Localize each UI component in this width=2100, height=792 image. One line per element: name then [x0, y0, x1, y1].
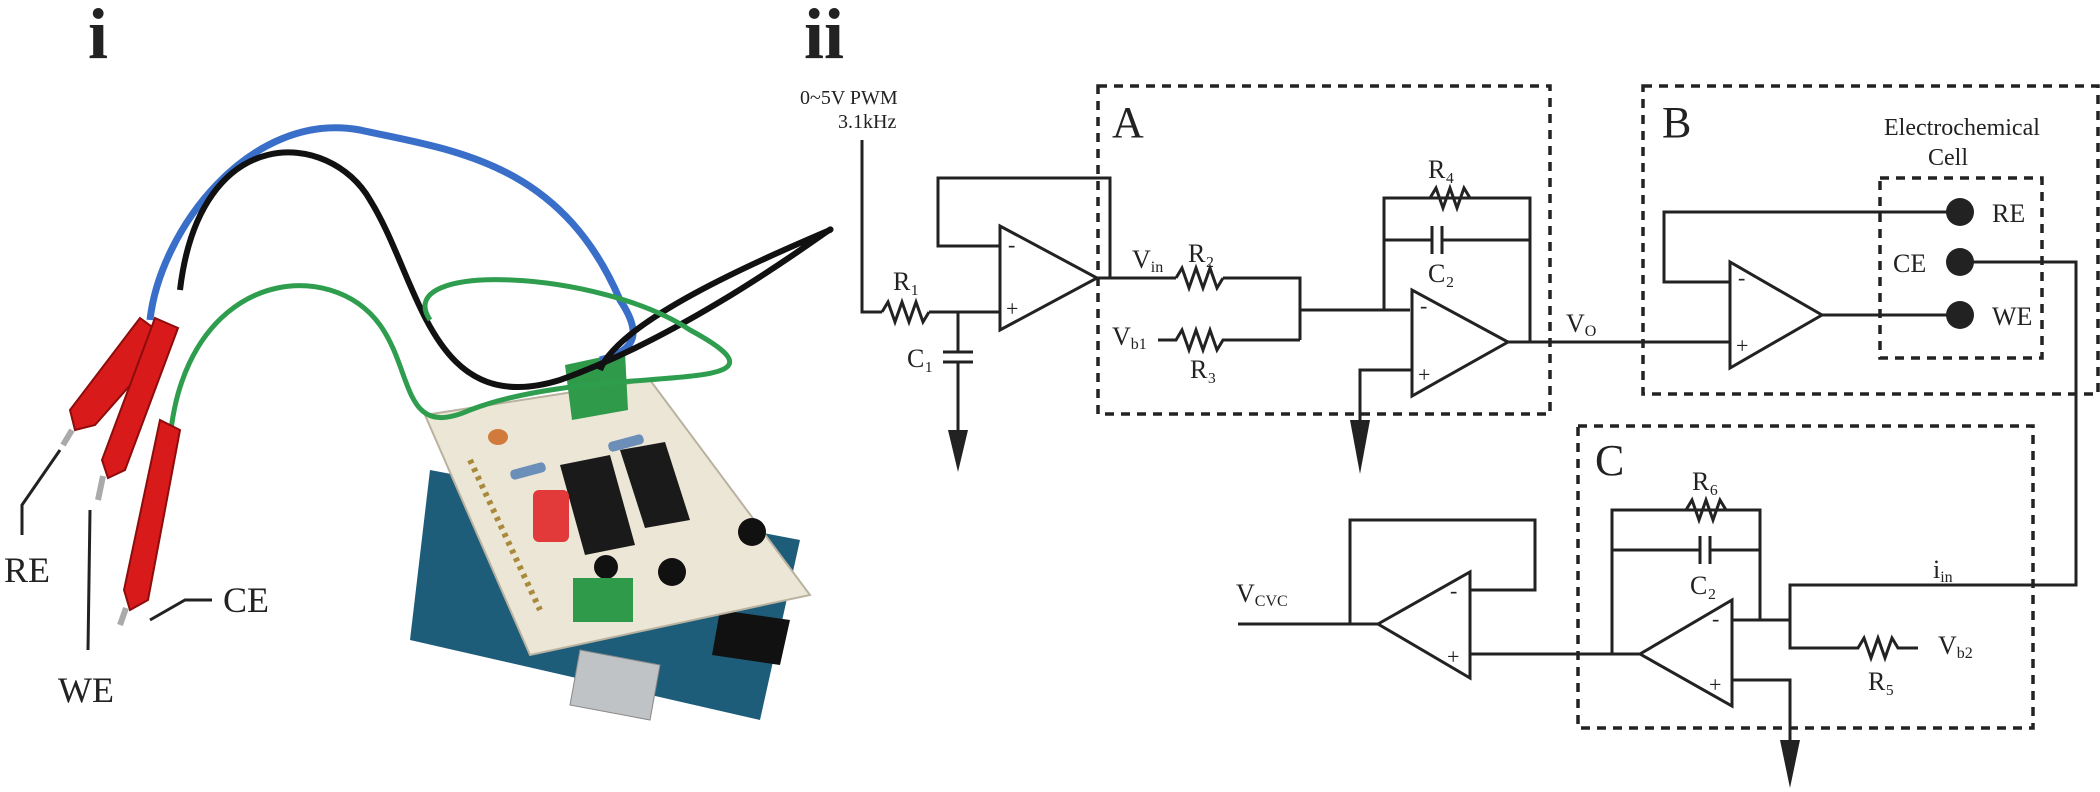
- label-r1: R₁: [893, 267, 919, 296]
- panel-label-i: i: [88, 0, 108, 74]
- label-vcvc: VCVC: [1236, 579, 1288, 610]
- blue-wire: [146, 124, 637, 364]
- clip-ce: [117, 418, 182, 626]
- opamp2-plus: +: [1418, 362, 1430, 387]
- regulator-1: [658, 558, 686, 586]
- ic-chip-1: [560, 455, 635, 555]
- label-r5: R₅: [1868, 667, 1894, 696]
- opamp4-feedback: [1348, 518, 1537, 624]
- ceramic-cap: [488, 429, 508, 445]
- wire-opamp2-ground: [1358, 368, 1412, 420]
- label-vo: VO: [1566, 309, 1596, 340]
- regulator-3: [594, 555, 618, 579]
- label-c2-top: C₂: [1428, 259, 1454, 288]
- opamp5-minus: -: [1712, 606, 1719, 631]
- photo-label-we: WE: [58, 670, 114, 710]
- electrode-label-ce: CE: [1893, 249, 1926, 278]
- black-wire: [177, 149, 834, 390]
- block-b-outline: [1641, 84, 2100, 396]
- opamp2-feedback-r: [1382, 196, 1532, 342]
- label-vin: Vin: [1132, 245, 1163, 276]
- terminal-block-bottom: [573, 578, 633, 622]
- opamp4-plus: +: [1447, 644, 1459, 669]
- red-capacitor: [533, 490, 569, 542]
- block-a-label: A: [1112, 98, 1144, 147]
- label-c1: C₁: [907, 344, 933, 373]
- header-pins: [467, 458, 543, 612]
- photo-panel: i: [4, 0, 834, 721]
- electrode-label-re: RE: [1992, 199, 2025, 228]
- ground-arrow-3: [1780, 740, 1800, 788]
- block-c-label: C: [1595, 436, 1624, 485]
- wire-r2-node: [1223, 276, 1302, 340]
- label-vb2: Vb2: [1938, 631, 1973, 662]
- opamp3-plus: +: [1736, 333, 1748, 358]
- label-vb1: Vb1: [1112, 322, 1147, 353]
- re-callout-line: [20, 449, 62, 535]
- ground-arrow-2: [1350, 420, 1370, 474]
- electrode-we: [1946, 301, 1974, 329]
- resistor-r3: [1158, 325, 1300, 355]
- opamp-summing: [1410, 287, 1512, 399]
- usb-port: [569, 649, 661, 721]
- photo-label-re: RE: [4, 550, 50, 590]
- label-iin: iin: [1933, 555, 1953, 586]
- pwm-input-wire: [860, 140, 882, 314]
- label-c2-bottom: C₂: [1690, 571, 1716, 600]
- schematic-panel: ii 0~5V PWM 3.1kHz A B Electrochemical C…: [800, 0, 2100, 788]
- opamp1-minus: -: [1008, 232, 1015, 257]
- label-r2: R₂: [1188, 239, 1214, 268]
- cell-title-1: Electrochemical: [1884, 115, 2040, 141]
- block-b-label: B: [1662, 98, 1691, 147]
- electrode-label-we: WE: [1992, 302, 2032, 331]
- panel-label-ii: ii: [804, 0, 844, 74]
- resistor-r1: [880, 297, 931, 327]
- label-r3: R₃: [1190, 355, 1216, 384]
- resistor-a: [510, 462, 546, 480]
- input-signal-label-1: 0~5V PWM: [800, 87, 898, 109]
- label-r6: R₆: [1692, 467, 1718, 496]
- electrode-ce: [1946, 248, 1974, 276]
- electrochemical-cell-outline: [1878, 176, 2044, 360]
- label-r4: R₄: [1428, 155, 1454, 184]
- opamp3-minus: -: [1738, 265, 1745, 290]
- resistor-r4: [1428, 183, 1472, 213]
- resistor-r6: [1684, 495, 1728, 525]
- ce-callout-line: [149, 598, 212, 622]
- opamp4-minus: -: [1450, 578, 1457, 603]
- wire-re-feedback: [1662, 210, 1960, 284]
- block-a-outline: [1096, 84, 1552, 416]
- opamp1-feedback: [936, 176, 1112, 278]
- input-signal-label-2: 3.1kHz: [838, 111, 896, 133]
- photo-label-ce: CE: [223, 580, 269, 620]
- block-c-outline: [1576, 424, 2035, 730]
- we-callout-line: [86, 509, 92, 651]
- resistor-b: [608, 434, 644, 452]
- opamp-transimpedance: [1636, 597, 1734, 709]
- opamp-buffer-1: [998, 223, 1101, 333]
- clip-we: [95, 316, 180, 501]
- dc-jack: [712, 610, 790, 665]
- opamp-cvc-buffer: [1374, 569, 1472, 681]
- ground-arrow-1: [948, 430, 968, 472]
- resistor-r5: [1788, 620, 1918, 663]
- tia-feedback-r: [1610, 508, 1762, 654]
- opamp-potentiostat: [1728, 259, 1826, 371]
- wire-opamp5-ground: [1732, 678, 1792, 742]
- electrode-re: [1946, 198, 1974, 226]
- opamp2-minus: -: [1420, 293, 1427, 318]
- wire-ce-iin: [1788, 260, 2078, 620]
- ic-chip-2: [620, 442, 690, 528]
- regulator-2: [738, 518, 766, 546]
- opamp5-plus: +: [1709, 672, 1721, 697]
- cell-title-2: Cell: [1928, 145, 1968, 171]
- green-wire: [167, 277, 733, 441]
- resistor-r2: [1174, 263, 1225, 293]
- opamp1-plus: +: [1006, 296, 1018, 321]
